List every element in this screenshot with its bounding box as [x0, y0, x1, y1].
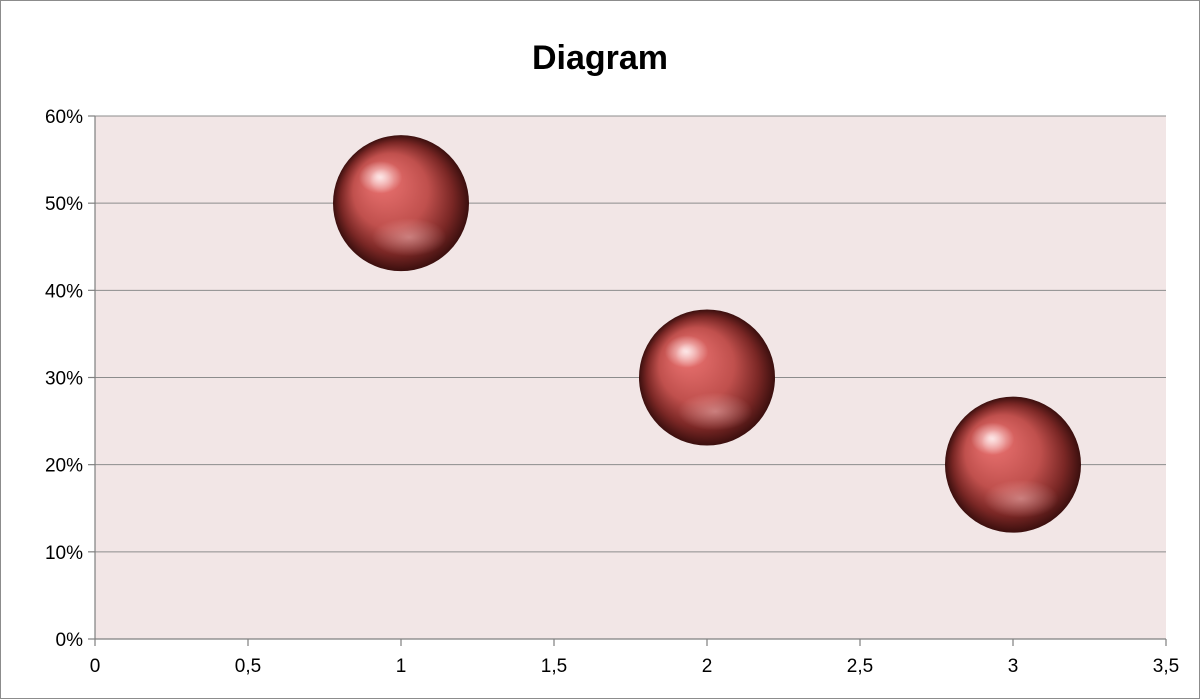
bubble-reflection: [371, 218, 447, 257]
y-tick-label-6: 60%: [45, 107, 83, 128]
y-tick-label-3: 30%: [45, 369, 83, 390]
y-tick-label-1: 10%: [45, 543, 83, 564]
bubble-highlight: [970, 422, 1015, 456]
bubble-point-1: [333, 135, 469, 272]
y-tick-label-2: 20%: [45, 456, 83, 477]
bubble-reflection: [677, 392, 753, 431]
y-tick-label-5: 50%: [45, 194, 83, 215]
x-tick-label-5: 2,5: [847, 656, 873, 677]
bubbles: [333, 135, 1081, 533]
gridlines: [95, 115, 1166, 553]
axes: [88, 115, 1167, 646]
bubble-reflection: [983, 479, 1059, 518]
x-tick-label-4: 2: [702, 656, 713, 677]
x-tick-label-2: 1: [396, 656, 407, 677]
x-tick-label-7: 3,5: [1153, 656, 1179, 677]
chart-title: Diagram: [531, 39, 669, 77]
bubble-highlight: [664, 335, 709, 368]
y-tick-label-4: 40%: [45, 281, 83, 302]
bubble-point-3: [945, 396, 1081, 533]
bubble-point-2: [639, 309, 775, 446]
x-tick-label-0: 0: [90, 656, 101, 677]
x-tick-label-3: 1,5: [541, 656, 567, 677]
x-tick-label-6: 3: [1008, 656, 1019, 677]
x-tick-label-1: 0,5: [235, 656, 261, 677]
tick-labels: 0% 10% 20% 30% 40% 50% 60% 0 0,5 1 1,5 2 2,5 3 3,5: [45, 107, 1179, 677]
y-tick-label-0: 0%: [56, 630, 84, 651]
bubble-highlight: [358, 161, 403, 194]
